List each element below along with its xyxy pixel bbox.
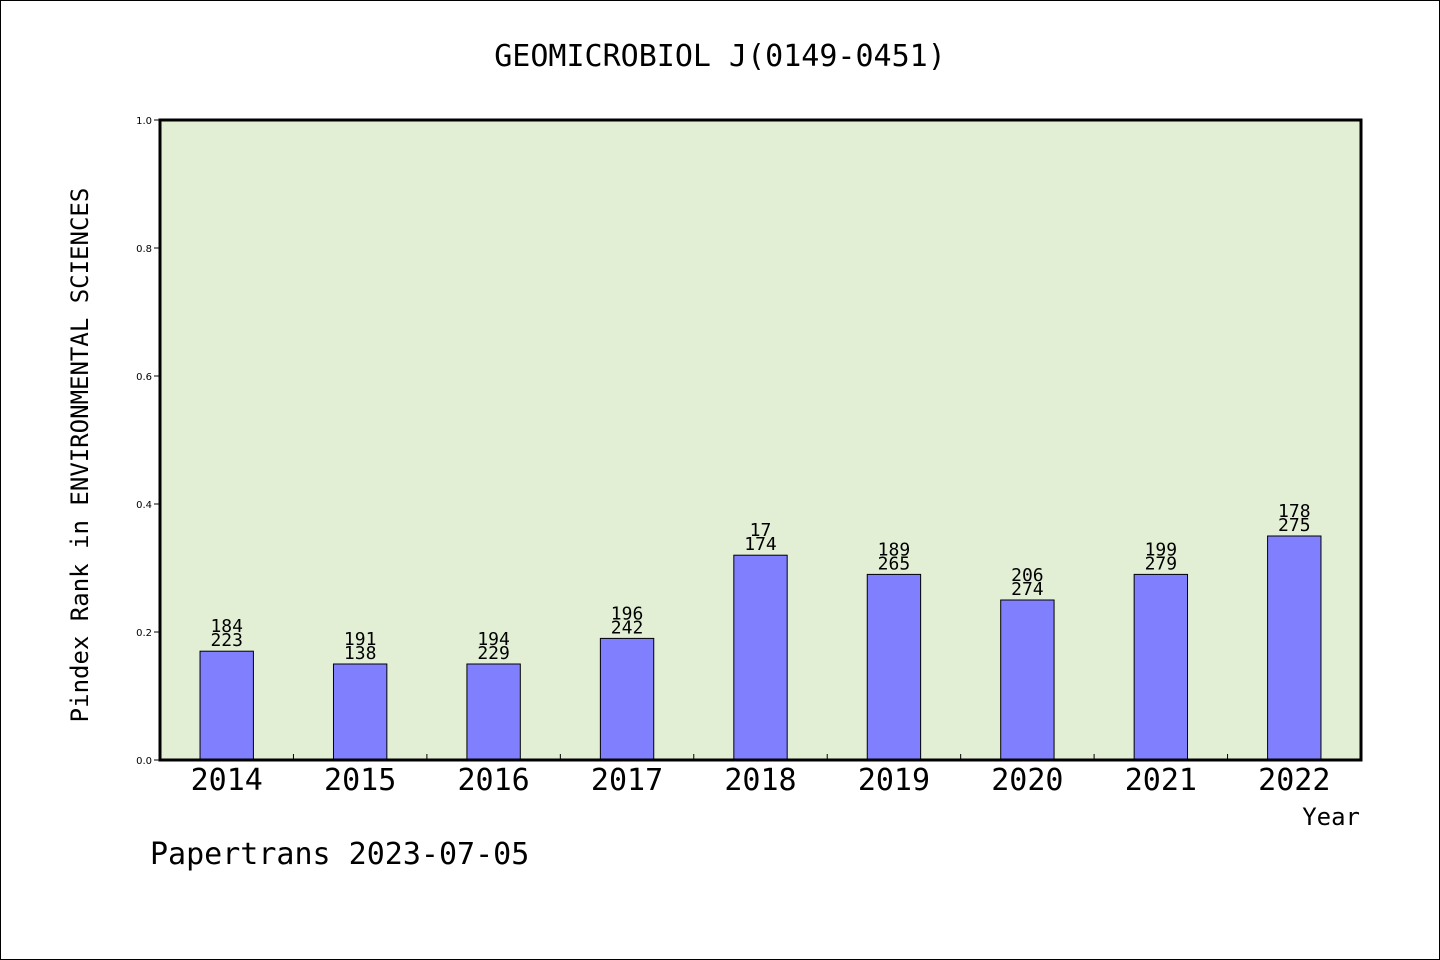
bar-label-top: 206 [1011, 565, 1044, 586]
y-tick-label: 0.2 [136, 628, 152, 639]
bar [466, 663, 521, 761]
bar [1267, 535, 1322, 761]
y-tick-label: 0.4 [136, 500, 152, 511]
x-tick-label: 2021 [1125, 763, 1197, 798]
x-tick-label: 2019 [858, 763, 930, 798]
y-axis-ticks: 0.0 0.2 0.4 0.6 0.8 1.0 [136, 116, 160, 767]
bar [199, 650, 254, 761]
chart-title: GEOMICROBIOL J(0149-0451) [494, 39, 946, 74]
bar-label-bottom: 265 [878, 553, 911, 574]
x-tick-label: 2022 [1258, 763, 1330, 798]
bar-label-bottom: 138 [344, 643, 377, 664]
bar-label-top: 189 [878, 539, 911, 560]
bar-label-bottom: 223 [210, 630, 243, 651]
bar-label-top: 17 [750, 520, 772, 541]
bar-label-bottom: 279 [1145, 553, 1178, 574]
bar [733, 554, 788, 761]
bar-label-bottom: 174 [744, 534, 777, 555]
bar [599, 637, 655, 761]
bar-label-top: 196 [611, 603, 644, 624]
x-axis-ticks: 2014 2015 2016 2017 2018 2019 2020 2021 2022 [191, 754, 1330, 798]
plot-border [158, 118, 1363, 762]
bar-label-bottom: 275 [1278, 515, 1311, 536]
bar-label-bottom: 274 [1011, 579, 1044, 600]
x-tick-label: 2015 [324, 763, 396, 798]
bar [1133, 573, 1189, 761]
x-axis-label: Year [1302, 803, 1360, 831]
bar-label-bottom: 229 [477, 643, 510, 664]
x-tick-label: 2020 [991, 763, 1063, 798]
y-tick-label: 0.8 [136, 244, 152, 255]
x-tick-label: 2018 [724, 763, 796, 798]
bar [332, 663, 388, 761]
x-tick-label: 2014 [191, 763, 263, 798]
bar-label-top: 199 [1145, 539, 1178, 560]
x-tick-label: 2016 [457, 763, 529, 798]
bar-label-top: 194 [477, 629, 510, 650]
bar-label-top: 191 [344, 629, 377, 650]
x-tick-label: 2017 [591, 763, 663, 798]
bar [866, 573, 922, 761]
footer-text: Papertrans 2023-07-05 [150, 837, 529, 872]
y-tick-label: 1.0 [136, 116, 152, 127]
bar-label-top: 184 [210, 616, 243, 637]
bar-label-bottom: 242 [611, 617, 644, 638]
bar-label-top: 178 [1278, 501, 1311, 522]
y-tick-label: 0.6 [136, 372, 152, 383]
y-axis-label: Pindex Rank in ENVIRONMENTAL SCIENCES [66, 188, 94, 723]
y-tick-label: 0.0 [136, 756, 152, 767]
bar [1000, 599, 1055, 761]
